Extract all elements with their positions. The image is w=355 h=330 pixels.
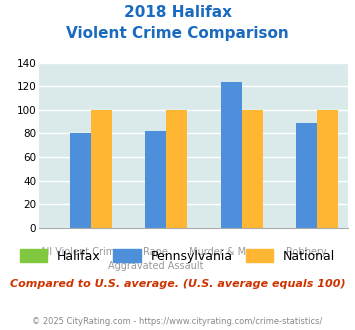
Bar xyxy=(91,110,112,228)
Text: All Violent Crime: All Violent Crime xyxy=(40,247,121,257)
Bar xyxy=(220,82,242,228)
Bar xyxy=(296,123,317,228)
Text: Violent Crime Comparison: Violent Crime Comparison xyxy=(66,26,289,41)
Text: Rape: Rape xyxy=(143,247,168,257)
Bar xyxy=(317,110,338,228)
Text: Compared to U.S. average. (U.S. average equals 100): Compared to U.S. average. (U.S. average … xyxy=(10,279,345,289)
Text: Robbery: Robbery xyxy=(286,247,327,257)
Bar xyxy=(242,110,263,228)
Text: © 2025 CityRating.com - https://www.cityrating.com/crime-statistics/: © 2025 CityRating.com - https://www.city… xyxy=(32,317,323,326)
Bar xyxy=(70,133,91,228)
Legend: Halifax, Pennsylvania, National: Halifax, Pennsylvania, National xyxy=(20,249,335,263)
Text: Murder & Mans...: Murder & Mans... xyxy=(189,247,273,257)
Bar xyxy=(166,110,187,228)
Bar xyxy=(145,131,166,228)
Text: Aggravated Assault: Aggravated Assault xyxy=(108,261,203,271)
Text: 2018 Halifax: 2018 Halifax xyxy=(124,5,231,20)
